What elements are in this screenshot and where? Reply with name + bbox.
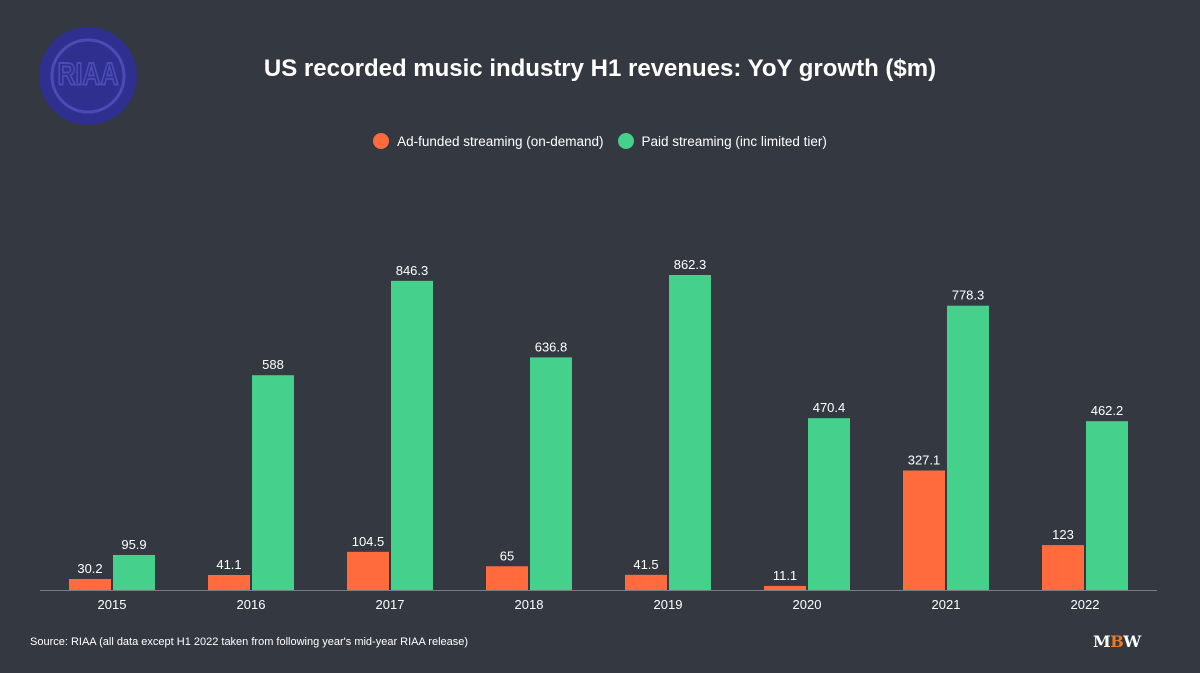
riaa-logo: RIAA: [39, 27, 137, 125]
x-tick-label-2021: 2021: [932, 597, 961, 612]
bar-paid-2020: [808, 418, 850, 590]
data-label-ad-funded-2022: 123: [1052, 527, 1074, 542]
bar-ad-funded-2019: [625, 574, 667, 590]
bar-ad-funded-2022: [1042, 545, 1084, 590]
legend-label-paid: Paid streaming (inc limited tier): [641, 133, 827, 149]
brand-letter-m: M: [1093, 632, 1111, 651]
mbw-logo: MBW: [1093, 632, 1141, 651]
data-label-paid-2021: 778.3: [952, 288, 985, 303]
bar-paid-2019: [669, 275, 711, 590]
data-label-paid-2018: 636.8: [535, 339, 568, 354]
brand-letter-b: B: [1110, 632, 1124, 651]
data-label-paid-2017: 846.3: [396, 263, 429, 278]
legend-label-ad-funded: Ad-funded streaming (on-demand): [397, 133, 604, 149]
bar-paid-2022: [1086, 421, 1128, 590]
x-tick-label-2020: 2020: [793, 597, 822, 612]
x-tick-label-2017: 2017: [376, 597, 405, 612]
legend-dot-ad-funded: [373, 133, 390, 149]
logo-inner-ring: [50, 38, 126, 114]
x-tick-label-2022: 2022: [1071, 597, 1100, 612]
bar-ad-funded-2020: [764, 585, 806, 590]
data-label-ad-funded-2020: 11.1: [773, 568, 797, 583]
data-label-ad-funded-2017: 104.5: [352, 534, 385, 549]
chart-title: US recorded music industry H1 revenues: …: [263, 55, 937, 82]
legend-item-ad-funded: Ad-funded streaming (on-demand): [373, 133, 604, 149]
logo-text: RIAA: [57, 56, 118, 91]
data-label-paid-2016: 588: [262, 357, 284, 372]
data-label-paid-2020: 470.4: [813, 400, 846, 415]
data-label-paid-2015: 95.9: [121, 537, 146, 552]
bar-ad-funded-2015: [69, 578, 111, 590]
bar-paid-2015: [113, 554, 155, 590]
chart-legend: Ad-funded streaming (on-demand) Paid str…: [0, 133, 1200, 149]
bar-ad-funded-2018: [486, 566, 528, 590]
bar-ad-funded-2016: [208, 574, 250, 590]
data-label-paid-2019: 862.3: [674, 257, 707, 272]
brand-letter-w: W: [1123, 632, 1141, 651]
data-label-ad-funded-2015: 30.2: [77, 561, 102, 576]
data-label-ad-funded-2021: 327.1: [908, 453, 941, 468]
bar-paid-2018: [530, 357, 572, 590]
x-tick-label-2016: 2016: [237, 597, 266, 612]
bar-paid-2021: [947, 305, 989, 590]
bar-paid-2016: [252, 375, 294, 590]
legend-item-paid: Paid streaming (inc limited tier): [617, 133, 827, 149]
x-tick-label-2019: 2019: [654, 597, 683, 612]
x-tick-label-2015: 2015: [98, 597, 127, 612]
data-label-ad-funded-2016: 41.1: [216, 557, 241, 572]
data-label-ad-funded-2019: 41.5: [633, 557, 658, 572]
data-label-ad-funded-2018: 65: [500, 548, 514, 563]
x-tick-label-2018: 2018: [515, 597, 544, 612]
legend-dot-paid: [617, 133, 634, 149]
bar-ad-funded-2017: [347, 551, 389, 590]
bar-ad-funded-2021: [903, 470, 945, 590]
bar-paid-2017: [391, 280, 433, 590]
data-label-paid-2022: 462.2: [1091, 403, 1124, 418]
source-note: Source: RIAA (all data except H1 2022 ta…: [30, 636, 469, 648]
